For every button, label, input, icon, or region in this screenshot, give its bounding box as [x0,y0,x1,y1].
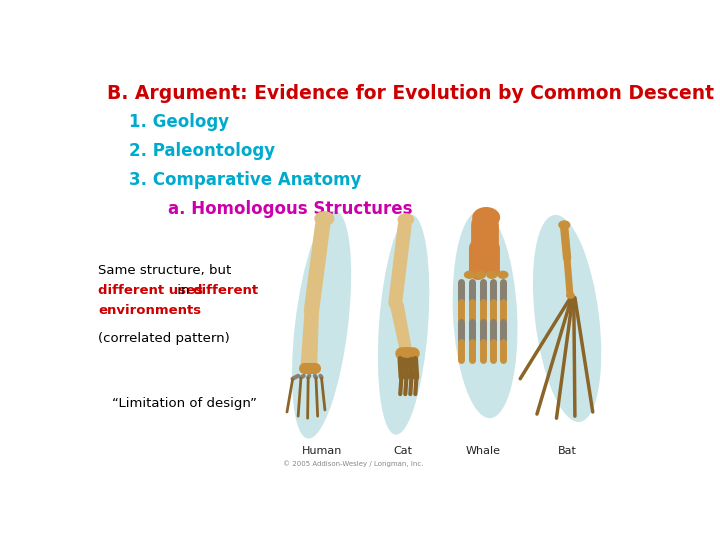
Text: 3. Comparative Anatomy: 3. Comparative Anatomy [129,171,361,189]
Text: in: in [173,285,194,298]
Circle shape [558,220,570,230]
Text: environments: environments [99,305,202,318]
Ellipse shape [292,211,351,438]
Text: B. Argument: Evidence for Evolution by Common Descent: B. Argument: Evidence for Evolution by C… [107,84,714,103]
Circle shape [498,271,508,279]
Circle shape [464,271,475,279]
Circle shape [315,211,334,226]
Circle shape [475,271,486,279]
Text: “Limitation of design”: “Limitation of design” [112,397,257,410]
Text: different uses: different uses [99,285,203,298]
Circle shape [400,347,414,358]
Text: a. Homologous Structures: a. Homologous Structures [168,200,413,218]
Circle shape [472,207,500,228]
Circle shape [302,363,316,373]
Text: Human: Human [302,447,342,456]
Ellipse shape [533,215,601,422]
Text: 2. Paleontology: 2. Paleontology [129,141,275,160]
Circle shape [566,292,575,299]
Text: (correlated pattern): (correlated pattern) [99,332,230,345]
Text: different: different [192,285,258,298]
Circle shape [486,271,498,279]
Text: Same structure, but: Same structure, but [99,265,232,278]
Text: © 2005 Addison-Wesley / Longman, Inc.: © 2005 Addison-Wesley / Longman, Inc. [282,461,423,467]
Ellipse shape [453,211,518,418]
Text: Bat: Bat [558,447,577,456]
Ellipse shape [378,214,429,435]
Circle shape [397,213,414,226]
Text: 1. Geology: 1. Geology [129,113,229,131]
Text: Whale: Whale [466,447,501,456]
Text: Cat: Cat [393,447,412,456]
